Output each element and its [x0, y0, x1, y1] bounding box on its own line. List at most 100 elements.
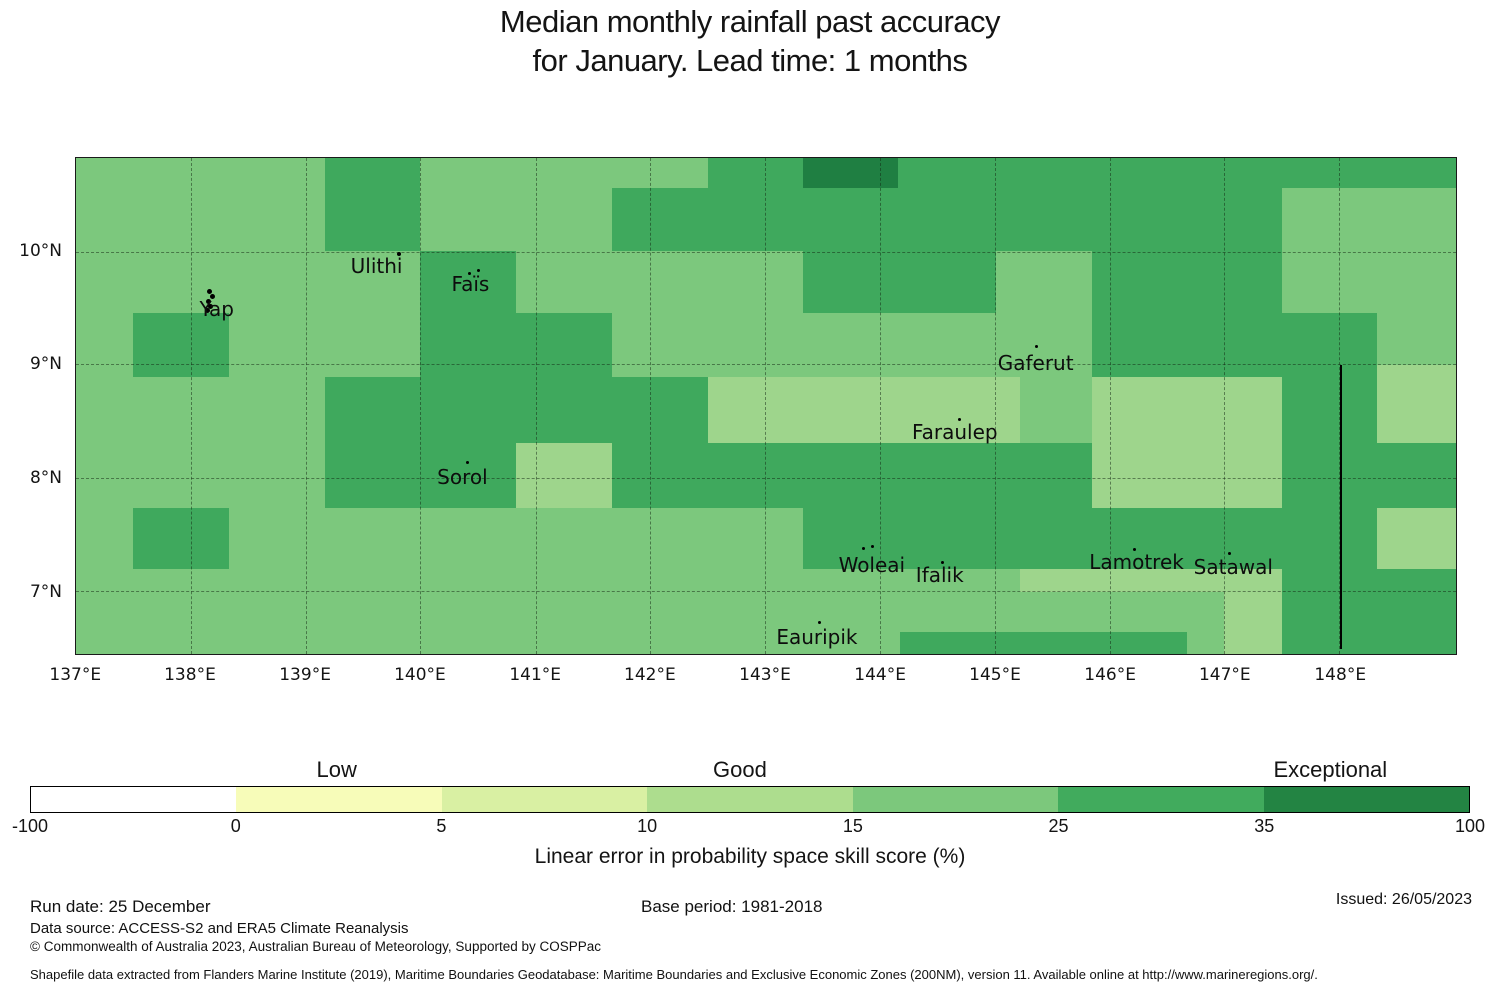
colorbar: [30, 786, 1470, 813]
map-cell: [1377, 365, 1456, 443]
y-axis: 10°N 9°N 8°N 7°N: [0, 157, 62, 655]
map-cell: [802, 507, 1020, 570]
island-marker-dot: [466, 460, 470, 464]
island-label: Gaferut: [997, 351, 1074, 376]
v-gridline: [190, 158, 192, 654]
v-gridline: [535, 158, 537, 654]
x-tick-label: 147°E: [1198, 665, 1251, 685]
island-marker-dot: [1034, 345, 1038, 349]
island-label: Satawal: [1193, 555, 1273, 580]
v-gridline: [420, 158, 422, 654]
x-tick-label: 140°E: [394, 665, 446, 685]
map-plot: Yap Ulithi Faïs Sorol Gaferut Faraulep Woleai I…: [75, 157, 1457, 655]
map-cell: [1282, 313, 1378, 654]
map-cell: [1091, 250, 1283, 378]
eez-boundary-line: [1340, 365, 1343, 650]
colorbar-segment: [852, 787, 1059, 812]
island-marker-dot: [1132, 548, 1136, 552]
map-cell: [1091, 377, 1283, 508]
island-label: Yap: [199, 297, 234, 322]
map-cell: [802, 250, 996, 314]
colorbar-tick-labels: -100 0 5 10 15 25 35 100: [12, 816, 1485, 840]
colorbar-tick-label: 0: [230, 816, 241, 836]
h-gridline: [76, 251, 1456, 253]
colorbar-category-label: Low: [316, 757, 357, 782]
island-label: Lamotrek: [1089, 550, 1184, 575]
run-date-text: Run date: 25 December: [30, 897, 211, 916]
y-tick-label: 7°N: [29, 582, 62, 602]
map-cell: [1091, 507, 1283, 570]
map-cell: [1377, 569, 1456, 654]
v-gridline: [994, 158, 996, 654]
x-tick-label: 139°E: [279, 665, 331, 685]
h-gridline: [76, 364, 1456, 366]
x-tick-label: 146°E: [1084, 665, 1136, 685]
island-marker-dot: [207, 304, 213, 310]
colorbar-tick-label: 10: [637, 816, 658, 836]
island-label: Faïs: [451, 272, 490, 297]
map-cell: [1224, 592, 1283, 654]
x-tick-label: 142°E: [624, 665, 676, 685]
island-label: Faraulep: [911, 419, 998, 444]
map-cell: [899, 632, 1188, 654]
island-marker-dot: [205, 299, 211, 305]
map-cell: [708, 377, 1020, 443]
y-tick-label: 9°N: [29, 354, 62, 375]
colorbar-tick-label: -100: [11, 816, 49, 836]
h-gridline: [76, 591, 1456, 593]
map-cell: [708, 442, 1020, 508]
colorbar-category-label: Exceptional: [1273, 757, 1388, 782]
v-gridline: [1224, 158, 1226, 654]
map-cell: [516, 313, 613, 443]
colorbar-segment: [441, 787, 648, 812]
x-tick-label: 141°E: [509, 665, 562, 685]
colorbar-categories: Low Good Exceptional: [30, 757, 1470, 785]
map-cell: [1282, 158, 1456, 188]
x-tick-label: 137°E: [49, 665, 102, 685]
map-cell: [1019, 442, 1092, 572]
colorbar-segment: [236, 787, 442, 812]
shapefile-attribution-text: Shapefile data extracted from Flanders M…: [30, 967, 1318, 982]
v-gridline: [650, 158, 652, 654]
colorbar-axis-label: Linear error in probability space skill …: [534, 845, 966, 868]
map-cell: [324, 377, 421, 508]
v-gridline: [765, 158, 767, 654]
data-source-text: Data source: ACCESS-S2 and ERA5 Climate …: [30, 920, 409, 937]
island-label: Ifalik: [915, 563, 964, 588]
colorbar-tick-label: 100: [1454, 816, 1486, 836]
h-gridline: [76, 477, 1456, 479]
map-cell: [1019, 569, 1283, 593]
island-marker-dot: [477, 268, 481, 272]
map-cell: [516, 442, 613, 508]
colorbar-tick-label: 25: [1048, 816, 1069, 836]
island-marker-dot: [204, 308, 210, 314]
map-cell: [612, 377, 709, 508]
x-tick-label: 148°E: [1314, 665, 1367, 685]
island-marker-dot: [940, 561, 944, 565]
v-gridline: [879, 158, 881, 654]
island-marker-dot: [817, 621, 821, 625]
colorbar-tick-label: 15: [842, 816, 863, 836]
chart-title: Median monthly rainfall past accuracy fo…: [0, 2, 1500, 80]
map-cell: [612, 187, 709, 251]
chart-title-line2: for January. Lead time: 1 months: [532, 43, 968, 78]
v-gridline: [305, 158, 307, 654]
map-cell: [324, 158, 421, 251]
colorbar-segment: [1058, 787, 1264, 812]
colorbar-segment: [31, 787, 237, 812]
chart-title-line1: Median monthly rainfall past accuracy: [499, 4, 1001, 39]
island-marker-dot: [206, 289, 212, 295]
map-cell: [132, 313, 229, 378]
map-cell: [132, 507, 229, 570]
island-label: Sorol: [437, 464, 488, 489]
map-cell: [802, 158, 898, 188]
island-label: Woleai: [838, 553, 906, 578]
colorbar-segment: [1263, 787, 1469, 812]
base-period-text: Base period: 1981-2018: [641, 897, 823, 916]
map-cell: [1377, 442, 1456, 508]
colorbar-segment: [647, 787, 853, 812]
island-marker-dot: [396, 251, 401, 256]
x-tick-label: 145°E: [969, 665, 1021, 685]
copyright-text: © Commonwealth of Australia 2023, Austra…: [30, 939, 602, 954]
island-label: Eauripik: [776, 625, 858, 650]
